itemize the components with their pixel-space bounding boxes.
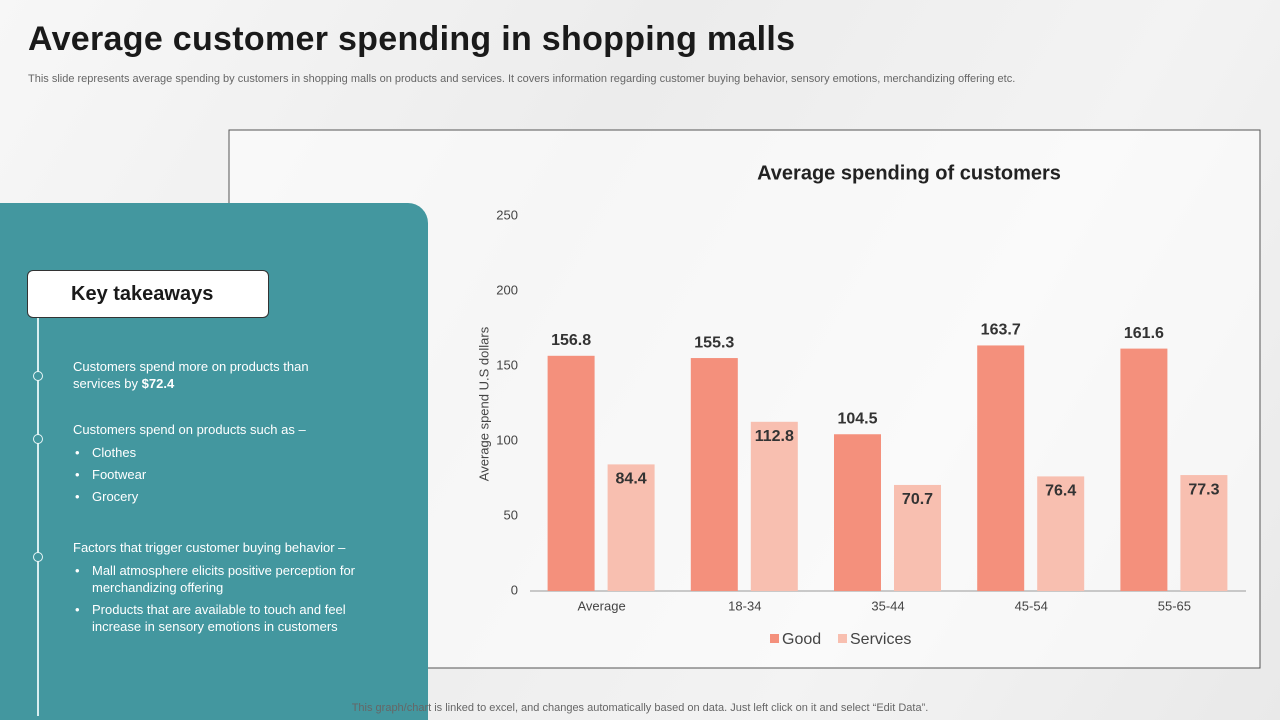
y-tick-label: 150 bbox=[496, 357, 518, 372]
page-subtitle: This slide represents average spending b… bbox=[28, 73, 1016, 85]
bar bbox=[547, 355, 595, 591]
takeaway-text: Customers spend on products such as – bbox=[73, 422, 306, 437]
y-axis-label: Average spend U.S dollars bbox=[476, 326, 491, 481]
timeline-dot bbox=[33, 371, 43, 381]
bar bbox=[1037, 476, 1085, 591]
takeaways-title: Key takeaways bbox=[27, 270, 269, 318]
bar bbox=[690, 358, 738, 591]
y-tick-label: 0 bbox=[511, 582, 518, 597]
takeaway: Customers spend on products such as – Cl… bbox=[73, 421, 363, 510]
bar bbox=[894, 484, 941, 591]
value-label: 156.8 bbox=[551, 332, 591, 349]
timeline-dot bbox=[33, 552, 43, 562]
legend-swatch bbox=[770, 634, 779, 643]
bar bbox=[977, 345, 1025, 591]
y-tick-label: 100 bbox=[496, 432, 518, 447]
bullet: Products that are available to touch and… bbox=[73, 601, 363, 635]
bar bbox=[607, 464, 655, 591]
takeaway-highlight: $72.4 bbox=[141, 376, 175, 391]
x-tick-label: Average bbox=[578, 598, 626, 613]
y-tick-label: 200 bbox=[496, 282, 518, 297]
x-tick-label: 35-44 bbox=[871, 598, 904, 613]
x-tick-label: 45-54 bbox=[1015, 598, 1048, 613]
bullet-list: Mall atmosphere elicits positive percept… bbox=[73, 562, 363, 635]
bullet: Clothes bbox=[73, 444, 363, 461]
takeaway-text: Customers spend more on products than se… bbox=[73, 359, 309, 391]
bullet: Footwear bbox=[73, 466, 363, 483]
y-tick-label: 50 bbox=[504, 507, 518, 522]
bullet: Mall atmosphere elicits positive percept… bbox=[73, 562, 363, 596]
x-tick-label: 55-65 bbox=[1158, 598, 1191, 613]
page-title: Average customer spending in shopping ma… bbox=[28, 20, 796, 58]
bullet-list: Clothes Footwear Grocery bbox=[73, 444, 363, 505]
timeline-dot bbox=[33, 434, 43, 444]
footer-note: This graph/chart is linked to excel, and… bbox=[351, 702, 929, 714]
takeaway-text: Factors that trigger customer buying beh… bbox=[73, 540, 346, 555]
timeline bbox=[37, 318, 39, 716]
legend-label: Services bbox=[850, 631, 911, 648]
chart-title: Average spending of customers bbox=[757, 162, 1061, 184]
bar bbox=[1180, 475, 1228, 591]
value-label: 84.4 bbox=[616, 471, 647, 488]
takeaway: Customers spend more on products than se… bbox=[73, 358, 323, 392]
legend-label: Good bbox=[782, 631, 821, 648]
y-tick-label: 250 bbox=[496, 207, 518, 222]
bar bbox=[750, 421, 798, 591]
value-label: 77.3 bbox=[1188, 481, 1219, 498]
value-label: 155.3 bbox=[694, 334, 734, 351]
bar bbox=[1120, 348, 1168, 591]
value-label: 163.7 bbox=[981, 322, 1021, 339]
value-label: 161.6 bbox=[1124, 325, 1164, 342]
takeaway: Factors that trigger customer buying beh… bbox=[73, 539, 363, 640]
value-label: 76.4 bbox=[1045, 483, 1076, 500]
value-label: 112.8 bbox=[755, 428, 794, 445]
x-tick-label: 18-34 bbox=[728, 598, 761, 613]
bar bbox=[834, 434, 881, 591]
value-label: 104.5 bbox=[837, 410, 877, 427]
bullet: Grocery bbox=[73, 488, 363, 505]
legend-swatch bbox=[838, 634, 847, 643]
value-label: 70.7 bbox=[902, 491, 933, 508]
